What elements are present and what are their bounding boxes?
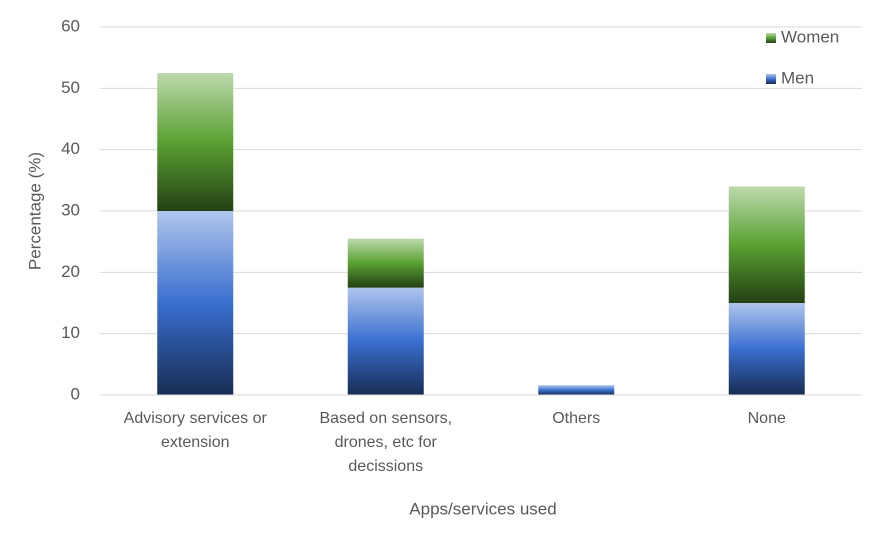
legend-label: Men	[781, 68, 814, 87]
x-tick-label: Based on sensors, drones, etc for deciss…	[319, 410, 453, 475]
y-tick-label: 60	[61, 16, 80, 35]
y-tick-label: 0	[71, 384, 80, 403]
x-tick-label: Others	[552, 410, 601, 427]
bar-segment	[538, 385, 615, 395]
y-tick-label: 20	[61, 262, 80, 281]
legend-swatch	[766, 33, 776, 43]
y-tick-label: 40	[61, 139, 80, 158]
bar-segment	[157, 73, 234, 211]
legend-label: Women	[781, 27, 839, 46]
y-tick-label: 50	[61, 78, 80, 97]
x-tick-label: Advisory services or extension	[123, 410, 267, 451]
legend-swatch	[766, 74, 776, 84]
y-tick-label: 10	[61, 323, 80, 342]
bar-segment	[728, 303, 805, 395]
y-tick-label: 30	[61, 200, 80, 219]
bar-segment	[157, 211, 234, 395]
x-tick-label: None	[747, 410, 786, 427]
x-axis-title: Apps/services used	[409, 499, 556, 518]
bar-segment	[728, 186, 805, 303]
bar-segment	[347, 287, 424, 395]
bar-segment	[347, 238, 424, 288]
y-axis-title: Percentage (%)	[25, 152, 44, 270]
